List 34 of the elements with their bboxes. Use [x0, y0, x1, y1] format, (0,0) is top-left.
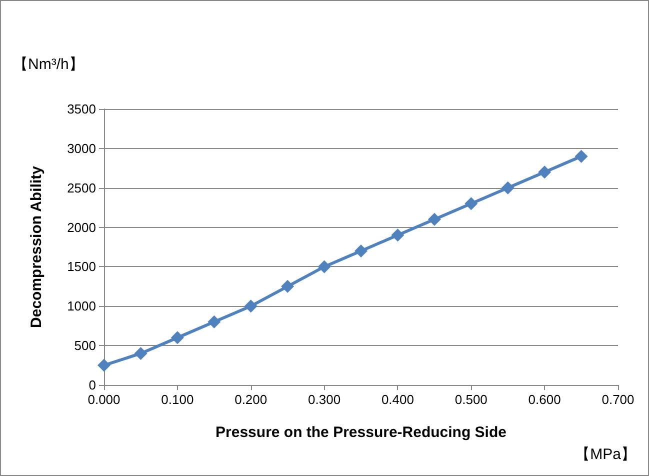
x-tick-label: 0.500 — [454, 392, 488, 407]
x-axis-title: Pressure on the Pressure-Reducing Side — [216, 424, 506, 441]
point — [501, 181, 514, 194]
y-axis-title: Decompression Ability — [28, 165, 45, 328]
point — [354, 244, 368, 258]
point — [208, 315, 221, 328]
y-tick-label: 3000 — [67, 140, 96, 156]
point — [170, 331, 184, 344]
point — [391, 228, 404, 242]
point — [281, 280, 294, 293]
x-tick-label: 0.700 — [602, 392, 634, 407]
point — [464, 197, 478, 210]
point — [318, 260, 331, 274]
y-tick-label: 2500 — [67, 180, 96, 196]
y-tick-label: 3500 — [67, 102, 96, 116]
point — [428, 212, 441, 226]
point — [134, 346, 148, 360]
y-tick-label: 1500 — [67, 259, 96, 274]
x-tick-label: 0.100 — [161, 392, 194, 407]
y-tick-label: 0 — [88, 378, 96, 392]
point — [574, 150, 588, 163]
y-tick-label: 1000 — [67, 298, 96, 314]
x-tick-label: 0.400 — [381, 392, 414, 407]
y-tick-label: 500 — [74, 338, 96, 354]
x-tick-label: 0.000 — [88, 392, 120, 407]
point — [244, 300, 258, 313]
x-tick-label: 0.600 — [528, 392, 561, 407]
point — [538, 166, 552, 179]
x-tick-label: 0.300 — [308, 392, 341, 407]
text: 【MPa】 — [575, 446, 636, 463]
text: 【Nm³/h】 — [13, 56, 84, 73]
point — [98, 358, 110, 372]
x-tick-label: 0.200 — [234, 392, 268, 407]
y-tick-label: 2000 — [67, 220, 96, 235]
